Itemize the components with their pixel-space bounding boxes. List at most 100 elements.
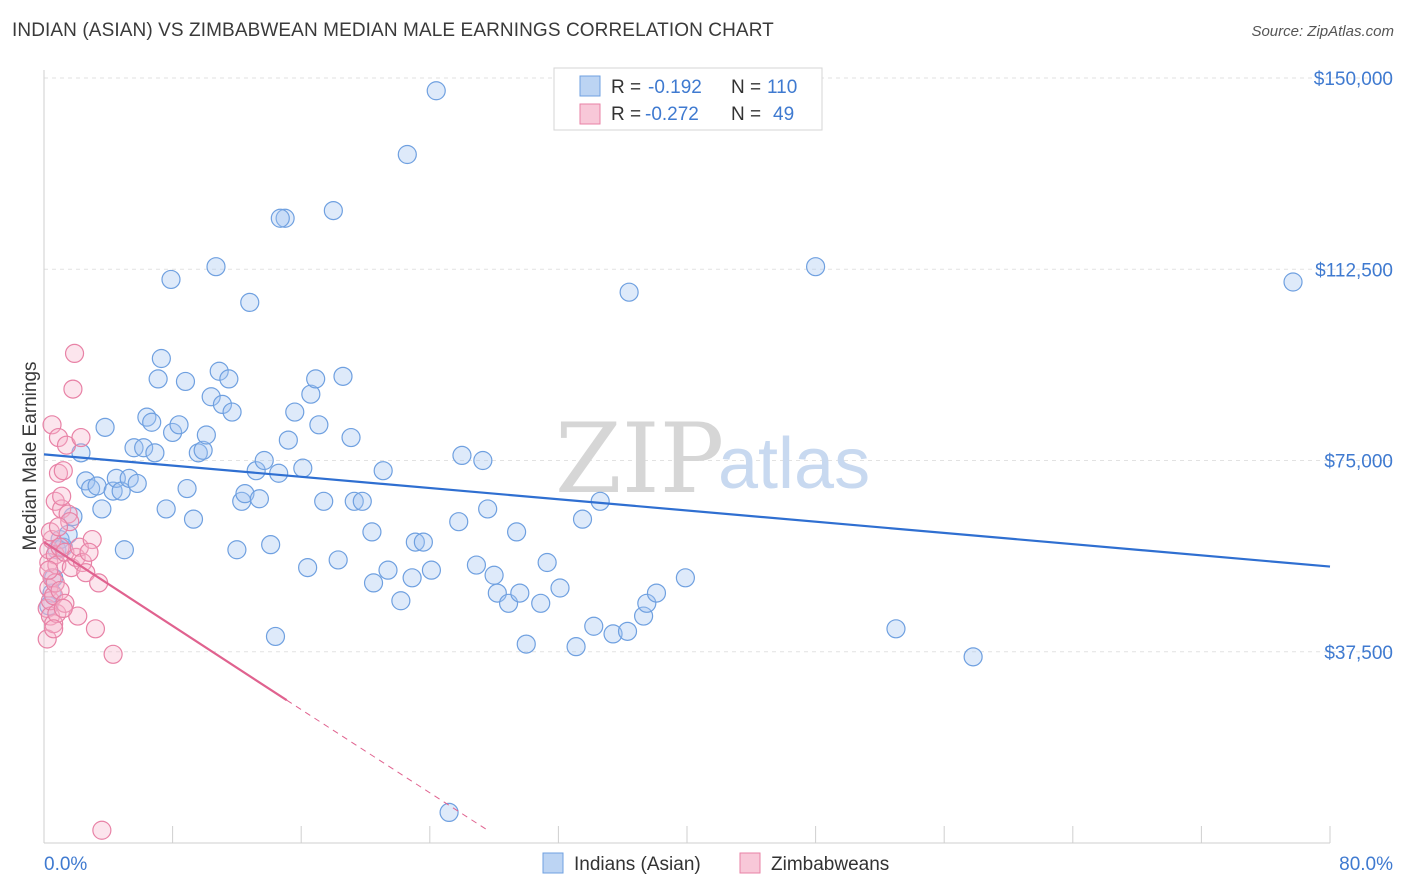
point-indians bbox=[249, 489, 270, 509]
x-tick-marks bbox=[43, 826, 1331, 843]
point-indians bbox=[572, 509, 593, 529]
point-indians bbox=[148, 369, 168, 389]
point-indians bbox=[265, 626, 286, 647]
bottom-legend-swatch-pink bbox=[739, 852, 761, 874]
legend-r-value-2: -0.272 bbox=[645, 104, 699, 125]
point-indians bbox=[254, 450, 274, 471]
point-indians bbox=[134, 438, 154, 458]
point-indians bbox=[270, 208, 290, 228]
point-indians bbox=[323, 201, 343, 221]
legend-n-label-2: N = bbox=[731, 104, 761, 125]
point-indians bbox=[161, 269, 181, 290]
point-indians bbox=[175, 371, 196, 392]
point-zimbabweans bbox=[63, 379, 83, 399]
point-indians bbox=[531, 593, 551, 613]
point-indians bbox=[328, 550, 348, 570]
trend-line-indians bbox=[43, 453, 1331, 568]
point-indians bbox=[550, 578, 570, 598]
point-indians bbox=[151, 348, 171, 369]
point-indians bbox=[363, 573, 384, 593]
point-indians bbox=[127, 473, 147, 494]
point-indians bbox=[507, 522, 527, 542]
point-indians bbox=[196, 425, 216, 445]
series-zimbabweans-points bbox=[37, 343, 123, 840]
point-zimbabweans bbox=[48, 517, 69, 537]
point-indians bbox=[156, 499, 176, 519]
chart-title: INDIAN (ASIAN) VS ZIMBABWEAN MEDIAN MALE… bbox=[12, 20, 774, 41]
point-zimbabweans bbox=[53, 461, 73, 481]
point-indians bbox=[193, 440, 213, 460]
series-indians-points bbox=[39, 81, 1303, 823]
point-indians bbox=[378, 560, 398, 580]
y-tick-label: $150,000 bbox=[1314, 69, 1393, 90]
point-indians bbox=[452, 445, 472, 465]
point-indians bbox=[201, 387, 221, 407]
point-indians bbox=[177, 478, 197, 499]
point-indians bbox=[373, 461, 393, 481]
bottom-legend-swatch-blue bbox=[542, 852, 564, 874]
point-zimbabweans bbox=[39, 560, 59, 580]
y-tick-label: $112,500 bbox=[1315, 260, 1393, 281]
watermark-zip: ZIP bbox=[555, 403, 724, 515]
bottom-legend-label-indians: Indians (Asian) bbox=[574, 854, 701, 875]
point-indians bbox=[142, 412, 162, 432]
point-indians bbox=[344, 491, 364, 511]
point-zimbabweans bbox=[92, 820, 112, 840]
point-indians bbox=[637, 593, 657, 613]
point-indians bbox=[405, 532, 425, 552]
point-indians bbox=[227, 540, 247, 560]
point-zimbabweans bbox=[64, 343, 85, 363]
point-indians bbox=[212, 394, 233, 414]
point-indians bbox=[306, 369, 326, 389]
point-indians bbox=[293, 458, 313, 478]
y-tick-label: $37,500 bbox=[1324, 643, 1393, 664]
point-zimbabweans bbox=[45, 491, 65, 511]
point-indians bbox=[209, 361, 229, 381]
y-tick-labels: $37,500 $75,000 $112,500 $150,000 bbox=[1314, 69, 1393, 664]
correlation-legend: R = -0.192 N = 110 R = -0.272 N = 49 bbox=[553, 67, 823, 131]
point-indians bbox=[298, 557, 318, 578]
point-indians bbox=[169, 415, 189, 435]
point-indians bbox=[261, 535, 281, 555]
point-indians bbox=[397, 144, 417, 165]
point-indians bbox=[675, 568, 695, 588]
point-zimbabweans bbox=[79, 542, 99, 562]
trend-line-zimbabweans bbox=[43, 541, 288, 702]
point-indians bbox=[449, 512, 469, 532]
point-indians bbox=[114, 540, 134, 560]
point-indians bbox=[222, 402, 242, 422]
point-zimbabweans bbox=[60, 512, 80, 532]
point-indians bbox=[466, 555, 487, 575]
point-indians bbox=[537, 552, 557, 573]
legend-r-label-1: R = bbox=[611, 77, 641, 98]
point-indians bbox=[584, 616, 604, 636]
gridlines bbox=[44, 77, 1395, 653]
point-indians bbox=[275, 208, 295, 228]
legend-n-label-1: N = bbox=[731, 77, 761, 98]
point-zimbabweans bbox=[85, 619, 106, 639]
point-zimbabweans bbox=[44, 619, 64, 639]
y-tick-label: $75,000 bbox=[1324, 452, 1393, 473]
point-zimbabweans bbox=[48, 427, 69, 448]
point-indians bbox=[473, 450, 493, 471]
point-indians bbox=[333, 366, 353, 386]
point-indians bbox=[484, 565, 504, 585]
point-indians bbox=[510, 583, 530, 603]
point-indians bbox=[646, 583, 667, 603]
point-zimbabweans bbox=[53, 598, 73, 619]
point-zimbabweans bbox=[52, 486, 72, 506]
point-indians bbox=[478, 499, 498, 519]
y-axis-label: Median Male Earnings bbox=[20, 361, 41, 550]
point-zimbabweans bbox=[103, 644, 123, 664]
point-indians bbox=[362, 522, 382, 542]
point-indians bbox=[235, 484, 255, 504]
point-indians bbox=[87, 476, 107, 496]
point-indians bbox=[301, 384, 321, 404]
point-indians bbox=[886, 619, 906, 639]
point-indians bbox=[285, 402, 305, 422]
point-indians bbox=[421, 560, 442, 580]
point-zimbabweans bbox=[71, 427, 91, 448]
point-indians bbox=[619, 282, 639, 302]
point-indians bbox=[240, 292, 260, 312]
